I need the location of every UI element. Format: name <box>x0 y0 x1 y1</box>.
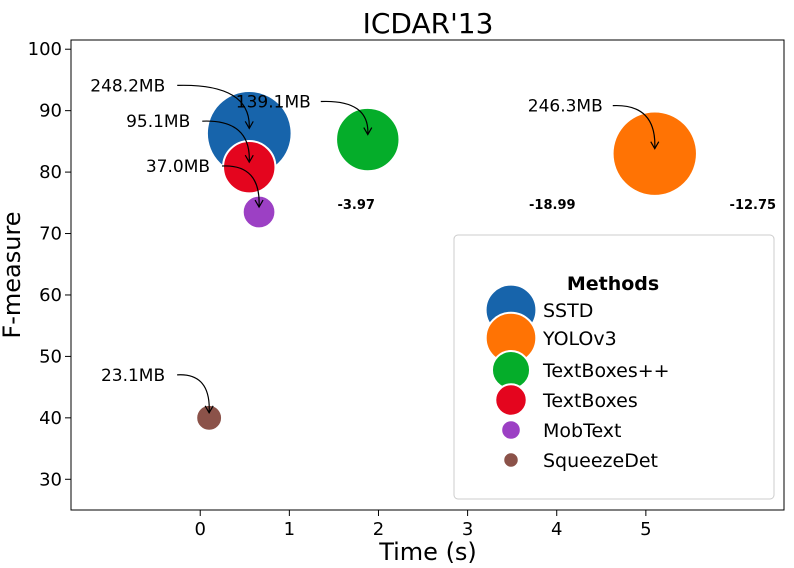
chart-title: ICDAR'13 <box>363 7 494 40</box>
legend-label-sstd: SSTD <box>543 300 593 322</box>
annotation-arrow-textboxes <box>202 120 250 163</box>
x-tick-label: 1 <box>284 519 295 540</box>
plot-area <box>70 39 785 511</box>
x-tick-label: 0 <box>195 519 206 540</box>
annotation-arrowhead-yolov3 <box>650 141 660 150</box>
y-tick-label: 30 <box>39 469 62 490</box>
annotation-label-mobtext: 37.0MB <box>146 157 210 177</box>
extra-label: -18.99 <box>529 198 576 213</box>
extra-label: -3.97 <box>337 198 374 213</box>
bubble-textboxes <box>222 139 277 195</box>
annotation-arrow-squeezedet <box>177 374 210 413</box>
annotations-layer: 248.2MB 246.3MB 139.1MB 95.1MB 37.0MB 23.1MB <box>90 76 660 415</box>
bubbles-layer <box>195 90 698 432</box>
legend-title: Methods <box>567 273 659 295</box>
legend-label-textboxes: TextBoxes <box>542 390 638 412</box>
y-tick-label: 100 <box>28 39 62 60</box>
legend: Methods SSTD YOLOv3 TextBoxes++ TextBoxes Mo… <box>453 234 775 500</box>
legend-marker-textboxes <box>494 383 528 417</box>
legend-label-squeezedet: SqueezeDet <box>543 450 658 472</box>
y-axis-label: F-measure <box>0 211 26 338</box>
y-tick-label: 70 <box>39 224 62 245</box>
extra-labels-layer: -3.97 -18.99 -12.75 <box>337 198 776 213</box>
legend-marker-mobtext <box>500 419 522 441</box>
annotation-arrow-mobtext <box>222 165 260 208</box>
annotation-label-yolov3: 246.3MB <box>528 97 603 117</box>
annotation-arrow-textboxes <box>320 100 369 135</box>
axes-layer: 0 1 2 3 4 5 30 40 50 60 70 80 90 100 <box>28 39 652 540</box>
x-axis-label: Time (s) <box>378 538 477 566</box>
annotation-label-textboxes: 95.1MB <box>126 112 190 132</box>
y-tick-label: 50 <box>39 346 62 367</box>
extra-label: -12.75 <box>730 198 777 213</box>
bubble-textboxes <box>335 106 401 173</box>
x-tick-label: 3 <box>462 519 473 540</box>
annotation-label-squeezedet: 23.1MB <box>101 366 165 386</box>
annotation-label-sstd: 248.2MB <box>90 76 165 96</box>
legend-label-mobtext: MobText <box>543 420 622 442</box>
legend-label-yolov3: YOLOv3 <box>542 328 617 350</box>
annotation-arrowhead-textboxes <box>244 154 254 164</box>
bubble-yolov3 <box>611 110 698 197</box>
annotation-label-textboxes: 139.1MB <box>236 93 311 113</box>
y-tick-label: 60 <box>39 285 62 306</box>
x-tick-label: 5 <box>640 519 651 540</box>
y-tick-label: 90 <box>39 101 62 122</box>
legend-label-textboxes: TextBoxes++ <box>542 360 670 382</box>
annotation-arrowhead-mobtext <box>254 199 264 209</box>
x-tick-label: 4 <box>551 519 562 540</box>
legend-marker-squeezedet <box>502 451 520 469</box>
annotation-arrowhead-sstd <box>244 121 254 130</box>
annotation-arrowhead-textboxes <box>363 127 373 136</box>
x-tick-label: 2 <box>373 519 384 540</box>
annotation-arrow-yolov3 <box>612 105 656 149</box>
y-tick-label: 40 <box>39 408 62 429</box>
annotation-arrow-sstd <box>177 84 250 129</box>
annotation-arrowhead-squeezedet <box>204 405 214 415</box>
y-tick-label: 80 <box>39 162 62 183</box>
